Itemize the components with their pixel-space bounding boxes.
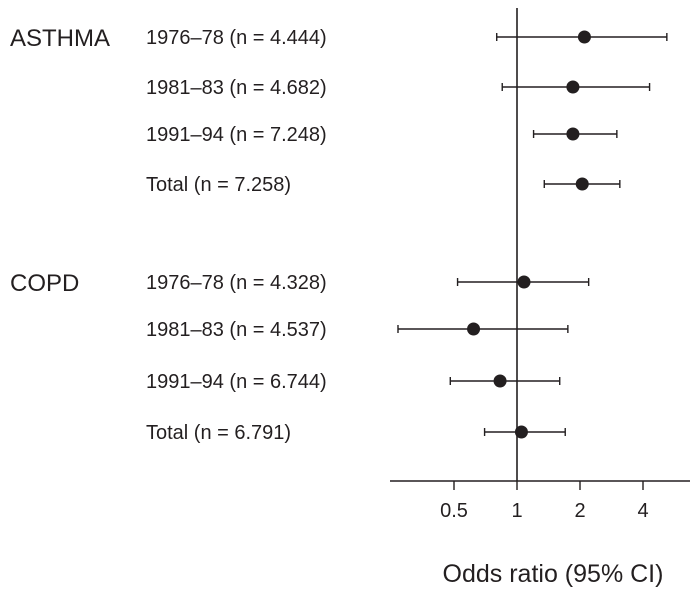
odds-ratio-point — [514, 425, 528, 439]
odds-ratio-point — [577, 30, 591, 44]
odds-ratio-point — [566, 80, 580, 94]
odds-ratio-point — [493, 374, 507, 388]
x-tick-label: 0.5 — [440, 500, 468, 522]
row-label: 1981–83 (n = 4.682) — [146, 77, 327, 99]
x-tick-label: 1 — [511, 500, 522, 522]
odds-ratio-point — [566, 127, 580, 141]
plot-marks — [397, 30, 668, 439]
x-tick-label: 2 — [574, 500, 585, 522]
odds-ratio-point — [517, 275, 531, 289]
row-label: Total (n = 7.258) — [146, 174, 291, 196]
row-label: 1976–78 (n = 4.444) — [146, 27, 327, 49]
odds-ratio-point — [575, 177, 589, 191]
row-label: 1981–83 (n = 4.537) — [146, 319, 327, 341]
row-label: 1991–94 (n = 7.248) — [146, 124, 327, 146]
row-label: 1976–78 (n = 4.328) — [146, 272, 327, 294]
odds-ratio-point — [467, 322, 481, 336]
row-label: Total (n = 6.791) — [146, 422, 291, 444]
row-labels: ASTHMA 1976–78 (n = 4.444) 1981–83 (n = 4.… — [10, 25, 327, 444]
group-label: ASTHMA — [10, 25, 110, 52]
x-axis-title: Odds ratio (95% CI) — [443, 560, 664, 588]
x-tick-label: 4 — [637, 500, 648, 522]
x-axis: 0.5 1 2 4 — [390, 480, 690, 522]
group-label: COPD — [10, 270, 79, 297]
row-label: 1991–94 (n = 6.744) — [146, 371, 327, 393]
